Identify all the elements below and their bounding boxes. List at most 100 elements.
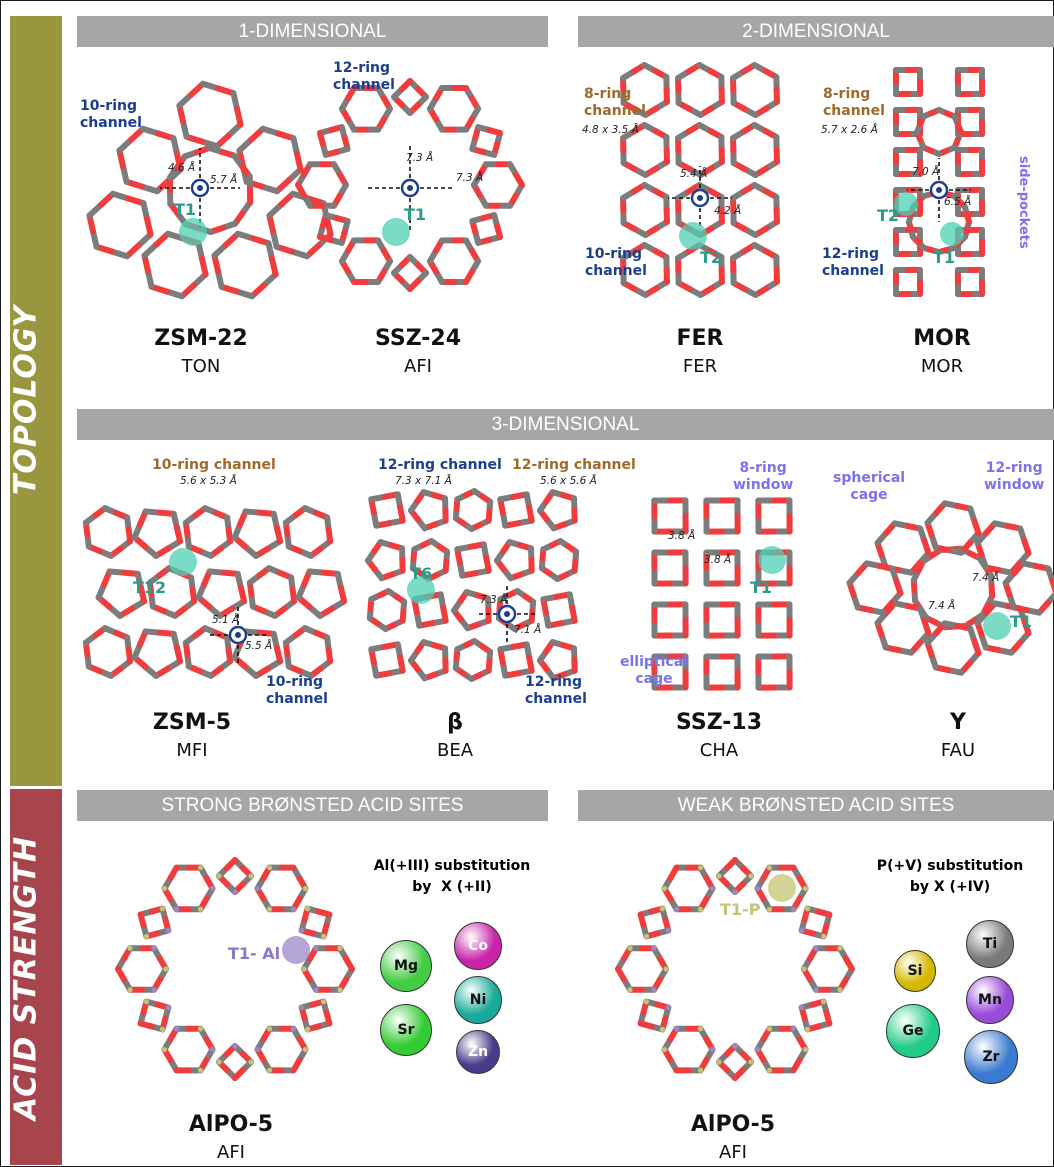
element-zr: Zr [964,1030,1018,1084]
ssz13-code: CHA [699,740,739,761]
fer-dim-a: 5.4 Å [680,168,708,180]
beta-dim-a: 7.3 Å [480,594,508,606]
fer-8ring-label: 8-ring channel [584,86,646,119]
element-ge: Ge [886,1004,940,1058]
zsm5-framework [82,505,348,679]
beta-brown-dim: 5.6 x 5.6 Å [540,475,597,487]
mor-8ring-label: 8-ring channel [823,86,885,119]
alpo5-strong-name: AlPO-5 [188,1112,274,1137]
element-mg: Mg [380,940,432,992]
mor-code: MOR [920,356,964,377]
sidebar-topology [10,16,62,786]
fer-10ring-label: 10-ring channel [585,246,647,279]
alpo5-strong-site-label: T1- Al [228,944,281,963]
alpo5-weak-site-label: T1-P [720,900,761,919]
zsm22-code: TON [181,356,221,377]
y-dim-a: 7.4 Å [972,572,1000,584]
element-co-symbol: Co [468,938,488,954]
fer-code: FER [682,356,718,377]
mor-12ring-label: 12-ring channel [822,246,884,279]
y-cage-label: spherical cage [833,470,906,503]
ssz13-cage-label: elliptical cage [620,654,688,687]
beta-blue-dim: 7.3 x 7.1 Å [395,475,452,487]
zsm22-framework [86,80,334,300]
beta-bottom-channel-label: 12-ring channel [525,674,587,707]
alpo5-weak-name: AlPO-5 [690,1112,776,1137]
element-ni-symbol: Ni [469,992,487,1008]
alpo5-strong-framework [115,857,355,1081]
mor-dim-b: 6.5 Å [944,196,972,208]
fer-site-label: T2 [700,248,723,267]
y-dim-b: 7.4 Å [928,600,956,612]
beta-framework [365,488,580,682]
element-zr-symbol: Zr [982,1049,1000,1065]
mor-name: MOR [913,326,971,351]
header-3-dimensional: 3-DIMENSIONAL [77,409,1054,440]
ssz13-dim-b: 3.8 Å [704,554,732,566]
zsm22-name: ZSM-22 [154,326,248,351]
header-strong-acid-sites: STRONG BRØNSTED ACID SITES [77,790,548,821]
sidebar-topology-label: TOPOLOGY [8,304,44,496]
alpo5-weak-code: AFI [719,1142,747,1163]
beta-dim-b: 7.1 Å [514,624,542,636]
element-si-symbol: Si [907,963,923,979]
fer-framework [620,62,780,298]
alpo5-weak-substitution: P(+V) substitution by X (+IV) [876,858,1024,895]
beta-blue-channel-label: 12-ring channel [378,457,502,473]
y-name: Y [950,710,966,735]
element-sr: Sr [380,1004,432,1056]
ssz24-site-label: T1 [404,205,427,224]
element-mg-symbol: Mg [394,958,418,974]
zsm5-site-label: T12 [133,578,167,597]
y-site-label: T1 [1010,612,1033,631]
element-mn-symbol: Mn [978,992,1002,1008]
zsm22-dim-a: 4.6 Å [168,162,196,174]
fer-name: FER [676,326,724,351]
header-1-dimensional: 1-DIMENSIONAL [77,16,548,47]
zsm22-site-label: T1 [174,200,197,219]
alpo5-weak-framework [615,857,855,1081]
ssz13-framework [651,497,793,691]
element-zn: Zn [456,1030,500,1074]
header-weak-acid-sites: WEAK BRØNSTED ACID SITES [578,790,1054,821]
alpo5-strong-substitution: Al(+III) substitution by X (+II) [373,858,531,895]
y-framework [846,500,1054,676]
alpo5-strong-code: AFI [217,1142,245,1163]
sidebar-acid-strength-label: ACID STRENGTH [8,835,44,1121]
ssz24-code: AFI [404,356,432,377]
element-zn-symbol: Zn [467,1044,489,1060]
mor-site-t2-label: T2 [877,206,900,225]
element-mn: Mn [966,976,1014,1024]
y-code: FAU [940,740,976,761]
mor-site-t1-label: T1 [933,248,956,267]
sidebar-acid-strength [10,789,62,1165]
fer-8ring-dim: 4.8 x 3.5 Å [582,124,639,136]
ssz13-name: SSZ-13 [675,710,763,735]
element-sr-symbol: Sr [397,1022,415,1038]
y-window-label: 12-ring window [984,460,1045,493]
mor-8ring-dim: 5.7 x 2.6 Å [821,124,878,136]
mor-dim-a: 7.0 Å [912,166,940,178]
ssz13-window-label: 8-ring window [733,460,794,493]
zsm5-top-channel-label: 10-ring channel [152,457,276,473]
header-2-dimensional: 2-DIMENSIONAL [578,16,1054,47]
beta-name: β [447,710,463,735]
ssz13-site-label: T1 [750,578,773,597]
ssz24-dim-b: 7.3 Å [456,172,484,184]
zsm5-top-dim: 5.6 x 5.3 Å [180,475,237,487]
beta-site-label: T6 [410,564,433,583]
ssz24-channel-label: 12-ring channel [333,60,395,93]
element-ti: Ti [966,920,1014,968]
zsm5-code: MFI [176,740,208,761]
ssz24-dim-a: 7.3 Å [406,152,434,164]
mor-side-pockets-label: side-pockets [1016,156,1031,249]
element-co: Co [454,922,502,970]
zsm22-channel-label: 10-ring channel [80,98,142,131]
beta-code: BEA [436,740,474,761]
zsm5-bottom-channel-label: 10-ring channel [266,674,328,707]
fer-dim-b: 4.2 Å [714,205,742,217]
beta-brown-channel-label: 12-ring channel [512,457,636,473]
zsm22-dim-b: 5.7 Å [210,174,238,186]
zsm5-name: ZSM-5 [152,710,232,735]
element-ti-symbol: Ti [982,936,998,952]
